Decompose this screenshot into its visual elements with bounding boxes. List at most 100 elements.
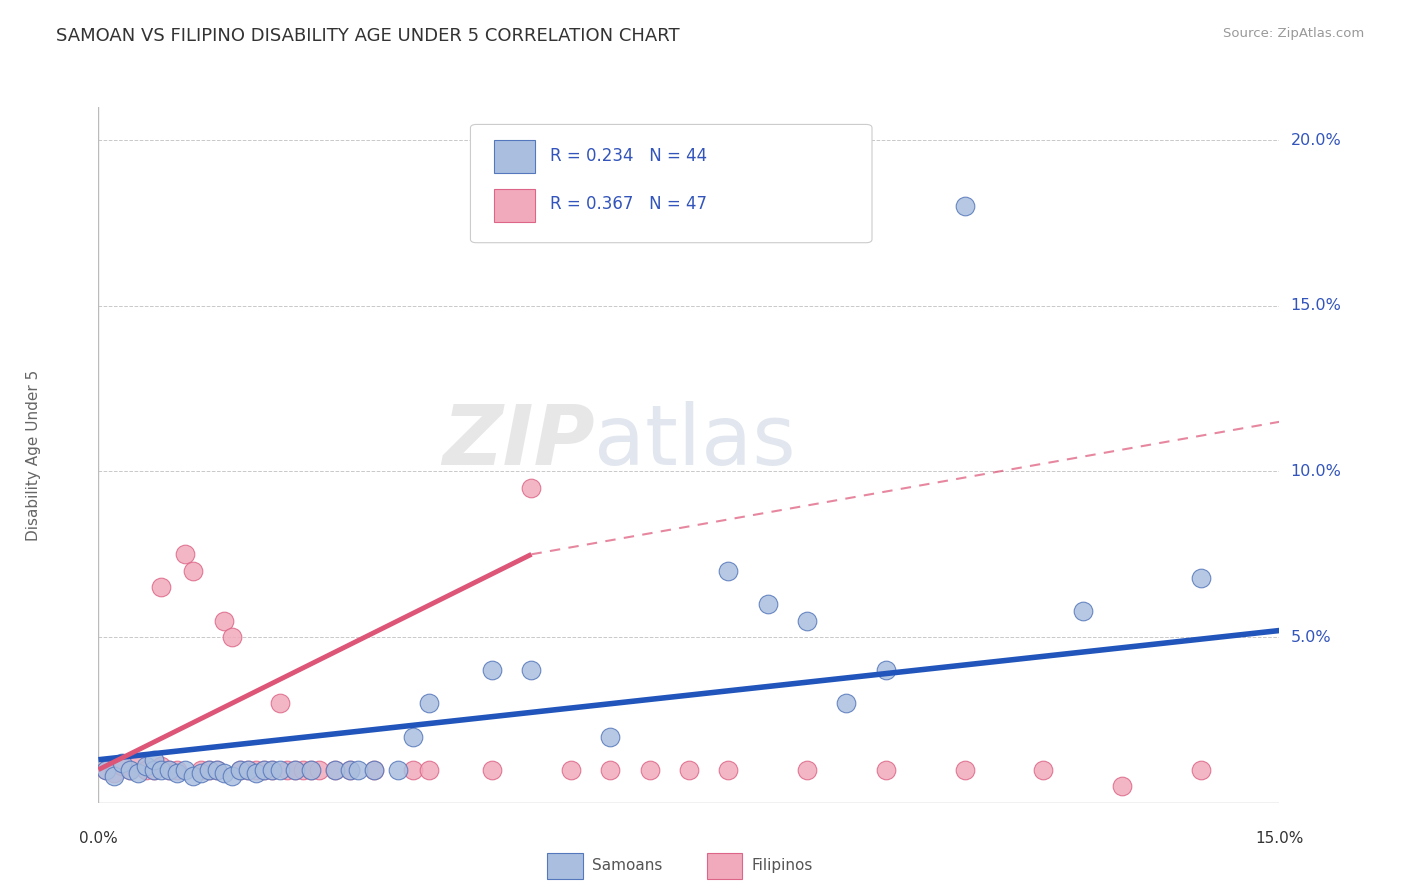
Point [756,597,779,611]
Text: Samoans: Samoans [592,858,662,873]
Point [638,763,661,777]
Text: R = 0.234   N = 44: R = 0.234 N = 44 [550,147,707,165]
Point [253,763,276,777]
Point [127,756,149,770]
Point [214,766,236,780]
Point [717,564,740,578]
Point [363,763,385,777]
Point [339,763,361,777]
Point [236,763,259,777]
Point [245,763,267,777]
Point [135,763,157,777]
Text: Source: ZipAtlas.com: Source: ZipAtlas.com [1223,27,1364,40]
Point [339,763,361,777]
Point [1032,763,1054,777]
Point [717,763,740,777]
Point [103,766,125,780]
Point [953,199,976,213]
Point [292,763,315,777]
Point [157,763,180,777]
Point [118,763,141,777]
Point [190,766,212,780]
Point [96,763,118,777]
Point [229,763,252,777]
Point [599,763,621,777]
Point [135,759,157,773]
Point [323,763,346,777]
Point [205,763,228,777]
Point [560,763,582,777]
Point [284,763,307,777]
Point [221,769,243,783]
Text: 5.0%: 5.0% [1291,630,1331,645]
Point [481,763,503,777]
Point [157,763,180,777]
Point [520,481,543,495]
Point [260,763,283,777]
Text: 15.0%: 15.0% [1256,830,1303,846]
Point [205,763,228,777]
Point [520,663,543,677]
Point [481,663,503,677]
FancyBboxPatch shape [547,853,582,880]
Point [103,769,125,783]
Text: R = 0.367   N = 47: R = 0.367 N = 47 [550,195,707,213]
Point [387,763,409,777]
FancyBboxPatch shape [707,853,742,880]
Point [418,763,440,777]
Point [190,763,212,777]
Point [197,763,219,777]
Point [599,730,621,744]
Point [181,564,204,578]
Point [142,763,165,777]
Point [308,763,330,777]
Text: 15.0%: 15.0% [1291,298,1341,313]
Point [236,763,259,777]
Point [299,763,322,777]
FancyBboxPatch shape [494,140,536,173]
Point [269,697,291,711]
Point [796,614,818,628]
Point [150,763,173,777]
Point [1189,570,1212,584]
Text: atlas: atlas [595,401,796,482]
Point [284,763,307,777]
Text: Filipinos: Filipinos [752,858,813,873]
Point [127,766,149,780]
Point [96,763,118,777]
FancyBboxPatch shape [471,124,872,243]
Point [796,763,818,777]
Point [142,753,165,767]
Point [953,763,976,777]
Point [197,763,219,777]
Point [221,630,243,644]
Point [214,614,236,628]
Point [402,763,425,777]
Point [1071,604,1094,618]
Text: Disability Age Under 5: Disability Age Under 5 [25,369,41,541]
Point [875,663,897,677]
Point [174,547,197,561]
Point [418,697,440,711]
Point [166,763,188,777]
Point [299,763,322,777]
Text: ZIP: ZIP [441,401,595,482]
Point [166,766,188,780]
Point [678,763,700,777]
Point [1189,763,1212,777]
Point [835,697,858,711]
Text: SAMOAN VS FILIPINO DISABILITY AGE UNDER 5 CORRELATION CHART: SAMOAN VS FILIPINO DISABILITY AGE UNDER … [56,27,681,45]
Point [181,769,204,783]
Point [253,763,276,777]
Point [174,763,197,777]
Point [363,763,385,777]
Point [260,763,283,777]
Text: 10.0%: 10.0% [1291,464,1341,479]
Point [875,763,897,777]
Point [269,763,291,777]
Point [276,763,298,777]
Point [402,730,425,744]
FancyBboxPatch shape [494,189,536,222]
Text: 20.0%: 20.0% [1291,133,1341,148]
Text: 0.0%: 0.0% [79,830,118,846]
